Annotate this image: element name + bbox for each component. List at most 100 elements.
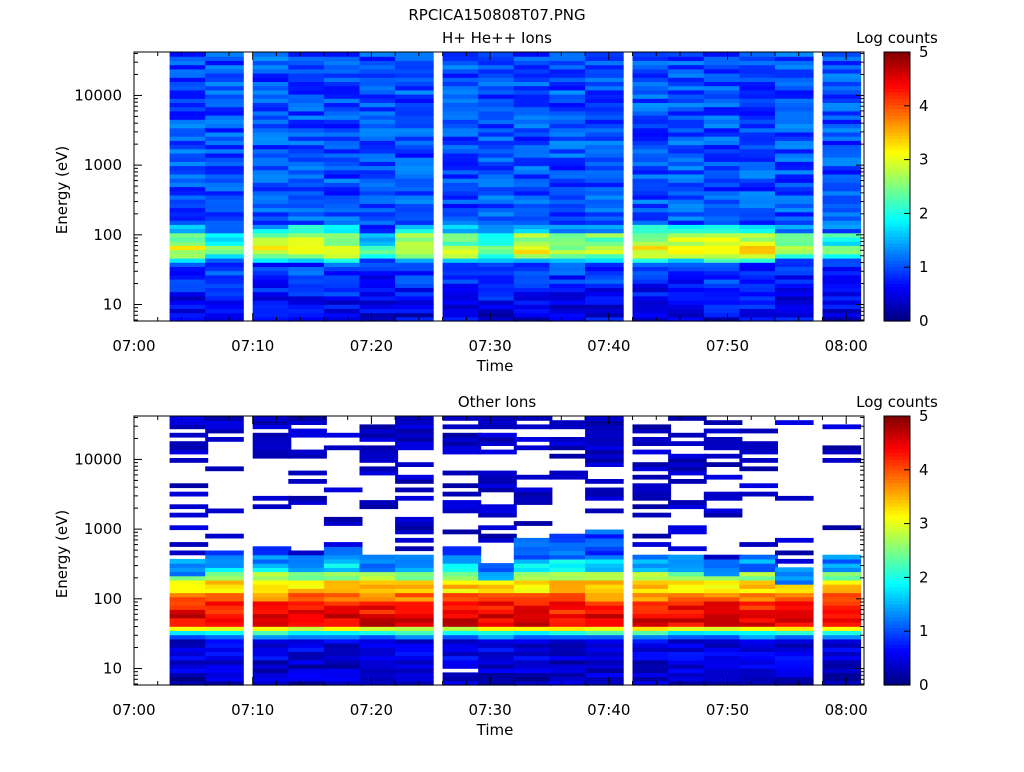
heatmap-cell [252, 68, 292, 74]
heatmap-cell [205, 672, 244, 678]
colorbar-swatch [884, 584, 910, 589]
heatmap-cell [359, 262, 399, 267]
colorbar-swatch [884, 115, 910, 120]
x-tick-label: 07:30 [468, 337, 511, 355]
heatmap-cell [822, 672, 862, 678]
heatmap-cell [822, 253, 862, 259]
heatmap-cell [169, 664, 209, 669]
heatmap-cell [775, 207, 814, 213]
heatmap-cell [513, 445, 553, 451]
heatmap-cell [739, 605, 778, 610]
heatmap-cell [549, 680, 588, 686]
colorbar-swatch [884, 489, 910, 494]
heatmap-cell [169, 173, 209, 179]
heatmap-cell [288, 470, 327, 476]
heatmap-cell [169, 605, 209, 610]
heatmap-cell [585, 131, 624, 137]
heatmap-cell [822, 102, 862, 108]
heatmap-cell [395, 211, 434, 217]
heatmap-cell [288, 634, 327, 640]
heatmap-cell [632, 588, 672, 594]
heatmap-cell [323, 588, 363, 594]
heatmap-cell [703, 77, 743, 82]
heatmap-cell [442, 600, 482, 606]
heatmap-cell [359, 300, 399, 305]
heatmap-cell [323, 634, 363, 640]
heatmap-cell [822, 106, 862, 112]
heatmap-cell [395, 203, 434, 209]
heatmap-cell [205, 291, 244, 297]
heatmap-cell [323, 148, 363, 154]
x-tick-label: 07:00 [112, 337, 155, 355]
heatmap-cell [252, 680, 292, 686]
heatmap-cell [822, 605, 862, 610]
colorbar-swatch [884, 496, 910, 501]
heatmap-cell [252, 127, 292, 133]
heatmap-cell [775, 64, 814, 70]
heatmap-cell [513, 152, 553, 158]
heatmap-cell [359, 258, 399, 263]
heatmap-cell [359, 173, 399, 179]
heatmap-cell [478, 437, 517, 442]
heatmap-cell [442, 287, 482, 293]
heatmap-cell [668, 165, 707, 171]
heatmap-cell [703, 295, 743, 301]
heatmap-cell [288, 60, 327, 66]
heatmap-cell [668, 131, 707, 137]
heatmap-cell [359, 131, 399, 137]
heatmap-cell [359, 664, 399, 669]
heatmap-cell [822, 283, 862, 288]
heatmap-cell [513, 119, 553, 125]
heatmap-cell [632, 563, 672, 568]
heatmap-cell [513, 89, 553, 95]
heatmap-cell [632, 554, 672, 560]
y-axis-label: Energy (eV) [53, 510, 71, 598]
heatmap-cell [739, 224, 778, 230]
heatmap-cell [585, 626, 624, 631]
heatmap-cell [288, 643, 327, 648]
heatmap-cell [169, 249, 209, 255]
heatmap-cell [205, 152, 244, 158]
heatmap-cell [585, 123, 624, 129]
heatmap-cell [169, 157, 209, 162]
heatmap-cell [323, 77, 363, 82]
heatmap-cell [205, 668, 244, 673]
heatmap-cell [775, 220, 814, 225]
heatmap-cell [359, 110, 399, 116]
heatmap-cell [205, 182, 244, 188]
heatmap-cell [513, 211, 553, 217]
heatmap-cell [478, 626, 517, 631]
heatmap-cell [205, 622, 244, 627]
heatmap-cell [668, 245, 707, 251]
heatmap-cell [323, 81, 363, 87]
heatmap-cell [205, 270, 244, 276]
heatmap-cell [288, 232, 327, 238]
heatmap-cell [395, 56, 434, 61]
heatmap-cell [513, 283, 553, 288]
heatmap-cell [442, 571, 482, 577]
heatmap-cell [775, 68, 814, 74]
heatmap-cell [739, 140, 778, 146]
heatmap-cell [775, 571, 814, 577]
heatmap-cell [739, 312, 778, 318]
heatmap-cell [323, 270, 363, 276]
heatmap-cell [703, 441, 743, 446]
heatmap-cell [513, 270, 553, 276]
heatmap-cell [822, 64, 862, 70]
heatmap-cell [585, 300, 624, 305]
heatmap-cell [359, 634, 399, 640]
heatmap-cell [775, 316, 814, 322]
heatmap-cell [395, 626, 434, 631]
colorbar-swatch [884, 493, 910, 498]
heatmap-cell [252, 316, 292, 322]
heatmap-cell [513, 77, 553, 82]
heatmap-cell [739, 676, 778, 682]
colorbar-swatch [884, 567, 910, 572]
heatmap-cell [442, 592, 482, 598]
heatmap-cell [739, 579, 778, 585]
heatmap-cell [205, 77, 244, 82]
heatmap-cell [668, 458, 707, 463]
colorbar-swatch [884, 294, 910, 299]
heatmap-cell [442, 215, 482, 221]
